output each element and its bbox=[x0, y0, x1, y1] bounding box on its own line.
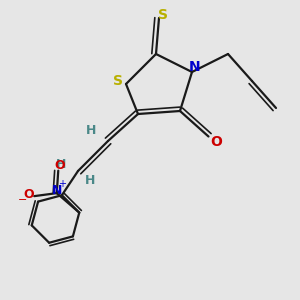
Text: O: O bbox=[210, 135, 222, 149]
Text: H: H bbox=[56, 158, 66, 172]
Text: N: N bbox=[189, 60, 201, 74]
Text: H: H bbox=[85, 173, 95, 187]
Text: S: S bbox=[158, 8, 168, 22]
Text: O: O bbox=[54, 159, 65, 172]
Text: O: O bbox=[23, 188, 34, 201]
Text: S: S bbox=[113, 74, 124, 88]
Text: +: + bbox=[58, 179, 66, 189]
Text: H: H bbox=[86, 124, 97, 137]
Text: N: N bbox=[52, 184, 62, 197]
Text: −: − bbox=[18, 195, 28, 205]
